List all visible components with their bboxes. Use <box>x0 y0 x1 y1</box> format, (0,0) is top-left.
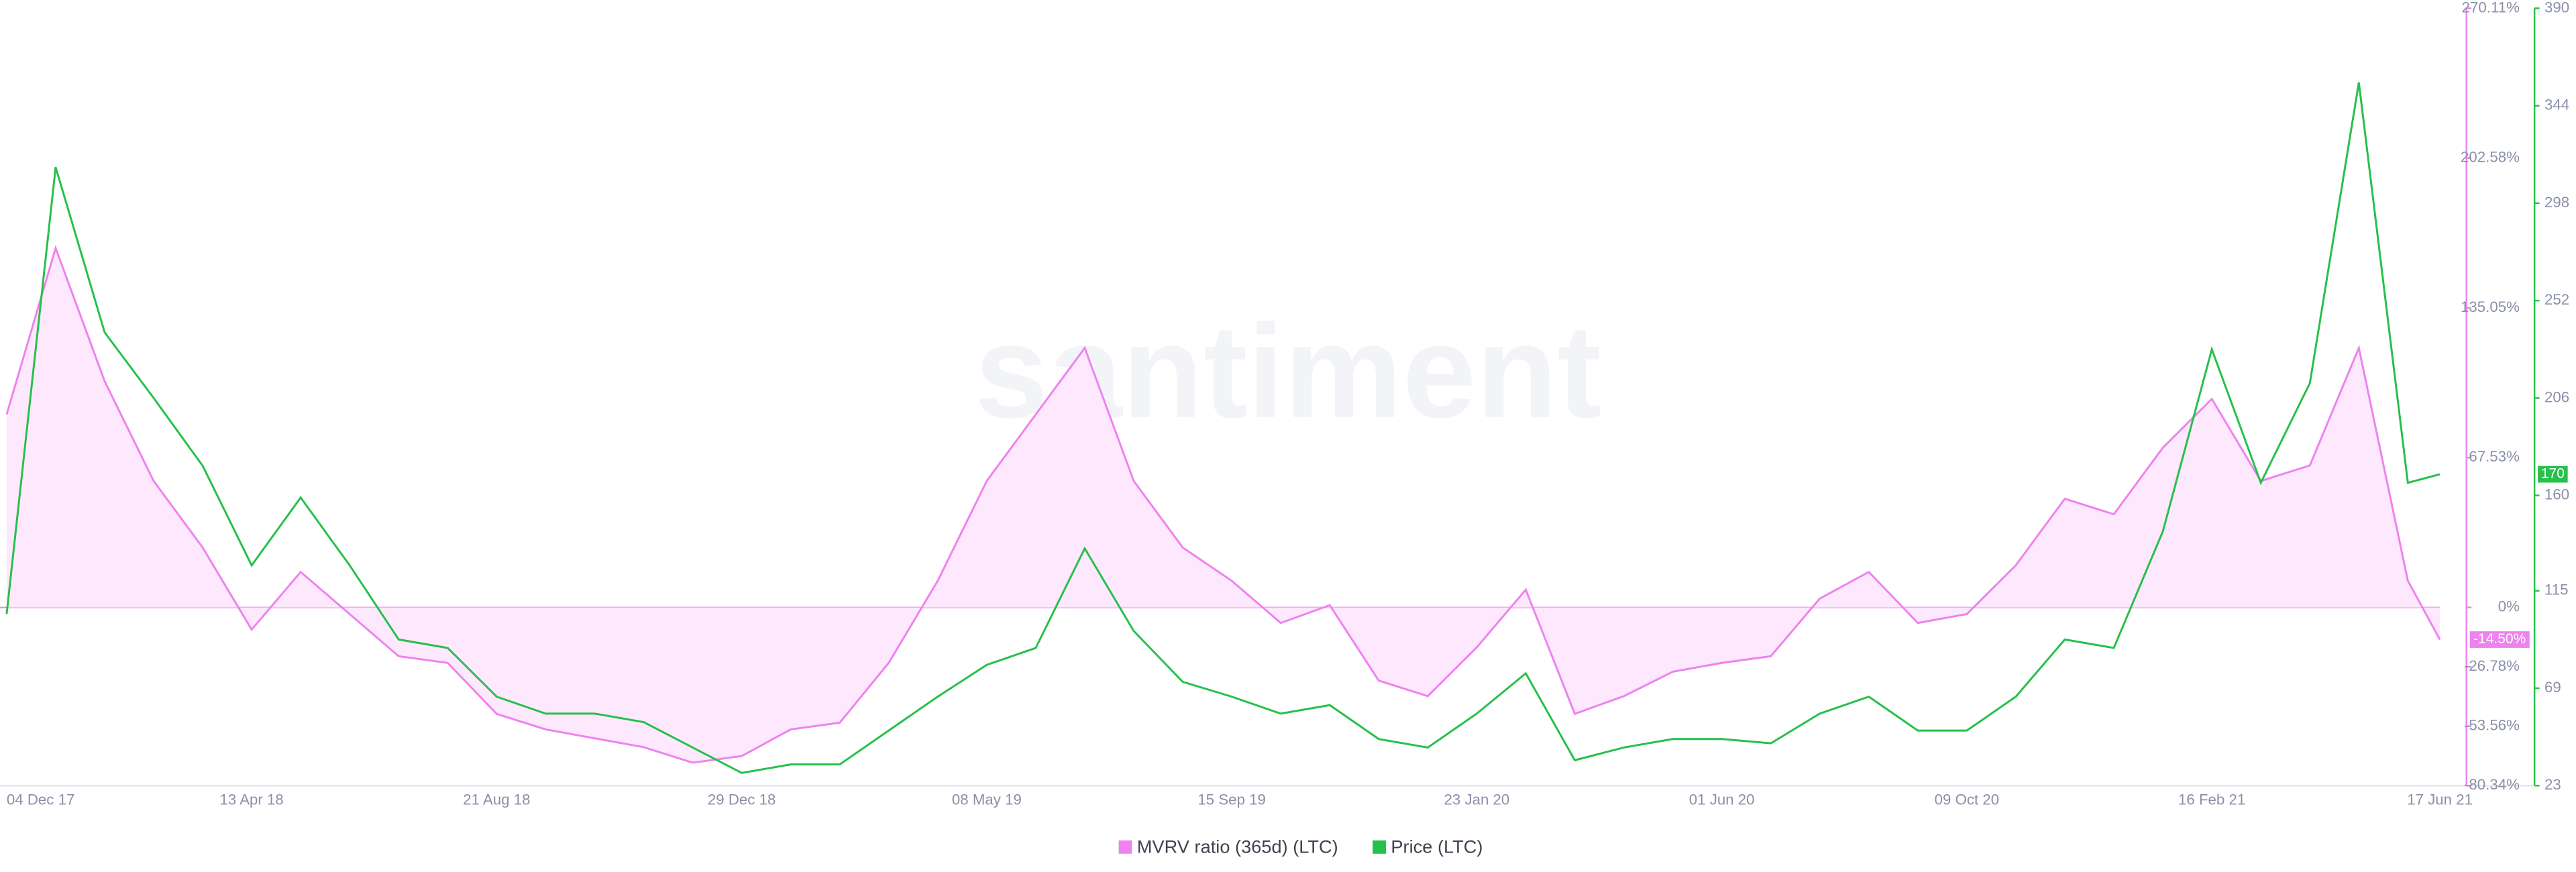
y-tick-label: -26.78% <box>2464 657 2520 674</box>
y-tick-label: 0% <box>2498 598 2520 614</box>
x-tick-label: 21 Aug 18 <box>463 791 530 808</box>
x-tick-label: 29 Dec 18 <box>708 791 775 808</box>
y2-tick-label: 23 <box>2544 776 2561 793</box>
x-tick-label: 08 May 19 <box>952 791 1022 808</box>
value-badge-label: -14.50% <box>2473 631 2526 647</box>
area <box>6 248 2440 763</box>
y-tick-label: -53.56% <box>2464 717 2520 734</box>
legend-swatch <box>1118 840 1132 854</box>
y2-tick-label: 252 <box>2544 291 2569 308</box>
y2-tick-label: 344 <box>2544 97 2569 113</box>
y-tick-label: 135.05% <box>2461 298 2520 315</box>
x-tick-label: 04 Dec 17 <box>7 791 74 808</box>
y2-tick-label: 69 <box>2544 679 2561 696</box>
value-badge <box>2538 466 2568 483</box>
y-tick-label: 270.11% <box>2462 0 2520 15</box>
x-tick-label: 09 Oct 20 <box>1935 791 2000 808</box>
y2-tick-label: 298 <box>2544 194 2569 211</box>
value-badge <box>2469 631 2530 648</box>
x-tick-label: 16 Feb 21 <box>2178 791 2245 808</box>
legend-label: MVRV ratio (365d) (LTC) <box>1137 836 1338 857</box>
line <box>5 245 2441 764</box>
legend-swatch <box>1373 840 1386 854</box>
x-tick-label: 17 Jun 21 <box>2407 791 2473 808</box>
y2-tick-label: 206 <box>2544 388 2569 405</box>
x-tick-label: 23 Jan 20 <box>1444 791 1510 808</box>
y2-tick-label: 390 <box>2544 0 2569 15</box>
line <box>5 82 2440 774</box>
legend-label: Price (LTC) <box>1391 836 1483 857</box>
x-tick-label: 01 Jun 20 <box>1689 791 1755 808</box>
value-badge-label: 170 <box>2541 466 2565 482</box>
x-tick-label: 15 Sep 19 <box>1197 791 1265 808</box>
y2-tick-label: 160 <box>2544 486 2569 503</box>
y-tick-label: 202.58% <box>2461 149 2520 166</box>
x-tick-label: 13 Apr 18 <box>220 791 284 808</box>
y-tick-label: 67.53% <box>2469 448 2520 465</box>
y-tick-label: -80.34% <box>2464 776 2520 793</box>
y2-tick-label: 115 <box>2544 582 2568 598</box>
